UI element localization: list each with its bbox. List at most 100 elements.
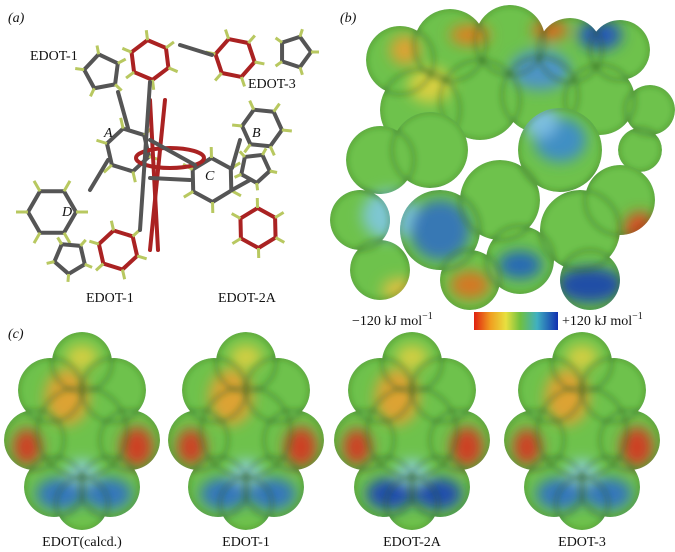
bond	[150, 140, 195, 165]
bond	[114, 230, 133, 236]
hydrogen	[257, 183, 258, 190]
bond	[232, 180, 250, 190]
hydrogen	[34, 181, 40, 191]
hydrogen	[300, 29, 302, 37]
hydrogen	[282, 130, 292, 131]
hydrogen	[96, 264, 103, 271]
bond	[103, 264, 122, 270]
hydrogen	[244, 144, 250, 152]
hydrogen	[225, 30, 228, 39]
hydrogen	[64, 181, 70, 191]
colorbar-text: −120 kJ mol	[352, 314, 422, 329]
bond	[254, 110, 274, 112]
hydrogen	[122, 48, 131, 52]
bond	[180, 45, 212, 55]
hydrogen	[115, 84, 122, 90]
hydrogen	[255, 62, 265, 64]
hydrogen	[300, 67, 302, 75]
bond	[90, 160, 108, 190]
hydrogen	[184, 191, 193, 197]
molecule-label: EDOT-1	[86, 291, 134, 306]
bond	[193, 169, 194, 191]
potential-surface	[330, 5, 675, 310]
bond	[274, 112, 282, 130]
hydrogen	[75, 69, 84, 70]
bond	[300, 37, 311, 52]
caption: EDOT-1	[222, 535, 270, 550]
hydrogen	[64, 233, 70, 243]
bond	[262, 155, 269, 171]
surface-patch	[362, 190, 418, 240]
bond	[222, 73, 242, 77]
hydrogen	[152, 80, 153, 90]
hydrogen	[240, 151, 245, 157]
surface	[4, 332, 160, 530]
bond	[132, 52, 134, 72]
hydrogen	[232, 214, 241, 219]
bond	[300, 52, 311, 67]
bond	[270, 130, 282, 146]
surface-patch	[450, 271, 490, 299]
surface-patch	[498, 251, 542, 279]
bond	[258, 208, 276, 218]
hydrogen	[126, 72, 134, 78]
ring-label: A	[103, 126, 113, 141]
hydrogen	[168, 68, 177, 72]
colorbar-sup: −1	[632, 311, 643, 322]
hydrogen	[276, 238, 285, 243]
colorbar-sup: −1	[422, 311, 433, 322]
ring-label: D	[61, 205, 72, 220]
bond	[132, 40, 148, 52]
bond	[99, 230, 114, 244]
hydrogen	[58, 237, 62, 244]
bond	[248, 43, 254, 62]
bond	[99, 54, 118, 63]
bond	[122, 256, 137, 270]
ring-label: B	[252, 126, 261, 141]
hydrogen	[122, 270, 124, 280]
hydrogen	[80, 240, 85, 246]
bond	[54, 262, 68, 274]
bond	[112, 165, 133, 172]
caption: EDOT(calcd.)	[42, 535, 122, 550]
hydrogen	[215, 73, 222, 80]
caption: EDOT-2A	[383, 535, 442, 550]
hydrogen	[248, 36, 255, 43]
hydrogen	[241, 77, 244, 86]
molecule-label: EDOT-1	[30, 49, 78, 64]
bond	[54, 244, 61, 261]
hydrogen	[270, 146, 274, 155]
hydrogen	[34, 233, 40, 243]
surface-patch	[624, 212, 656, 248]
bond	[94, 84, 115, 88]
bond	[241, 238, 259, 248]
bond	[213, 191, 232, 202]
hydrogen	[276, 61, 282, 66]
bond	[84, 54, 99, 69]
panel-label: (b)	[340, 11, 357, 26]
bond	[193, 191, 212, 202]
hydrogen	[118, 59, 126, 63]
colorbar-max-label: +120 kJ mol−1	[562, 311, 643, 329]
bond	[99, 244, 103, 264]
hydrogen	[250, 101, 254, 110]
bond	[242, 126, 250, 144]
hydrogen	[121, 118, 123, 129]
hydrogen	[133, 171, 135, 182]
bond	[282, 61, 300, 67]
bond	[215, 39, 228, 54]
bond	[231, 169, 232, 191]
caption: EDOT-3	[558, 535, 606, 550]
hydrogen	[85, 264, 92, 267]
hydrogen	[111, 221, 113, 231]
bond	[28, 212, 40, 233]
bond	[241, 62, 254, 77]
hydrogen	[262, 148, 266, 155]
surface	[504, 332, 660, 530]
bond	[134, 72, 152, 80]
hydrogen	[232, 238, 241, 243]
bond	[69, 264, 85, 274]
bond	[211, 158, 230, 169]
hydrogen	[89, 241, 99, 244]
bond	[215, 54, 221, 73]
